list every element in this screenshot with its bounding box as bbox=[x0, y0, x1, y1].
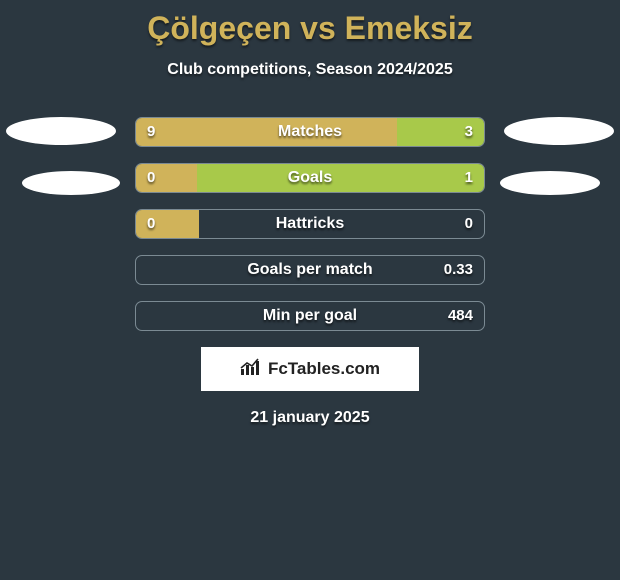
chart-area: 9 Matches 3 0 Goals 1 0 Hattricks 0 Goal… bbox=[0, 117, 620, 331]
stat-row-gpm: Goals per match 0.33 bbox=[135, 255, 485, 285]
brand-badge: FcTables.com bbox=[201, 347, 419, 391]
stat-right-value: 3 bbox=[465, 117, 473, 147]
stat-label: Min per goal bbox=[135, 301, 485, 331]
stat-right-value: 0.33 bbox=[444, 255, 473, 285]
player-right-photo-1 bbox=[504, 117, 614, 145]
stat-label: Goals per match bbox=[135, 255, 485, 285]
brand-chart-icon bbox=[240, 358, 268, 381]
player-left-photo-1 bbox=[6, 117, 116, 145]
player-left-photo-2 bbox=[22, 171, 120, 195]
stat-label: Matches bbox=[135, 117, 485, 147]
page-subtitle: Club competitions, Season 2024/2025 bbox=[0, 61, 620, 79]
page-date: 21 january 2025 bbox=[0, 409, 620, 427]
stat-right-value: 1 bbox=[465, 163, 473, 193]
stat-row-hattricks: 0 Hattricks 0 bbox=[135, 209, 485, 239]
stat-row-mpg: Min per goal 484 bbox=[135, 301, 485, 331]
page-title: Çölgeçen vs Emeksiz bbox=[0, 0, 620, 47]
stat-right-value: 484 bbox=[448, 301, 473, 331]
brand-text: FcTables.com bbox=[268, 359, 380, 379]
player-right-photo-2 bbox=[500, 171, 600, 195]
stat-label: Goals bbox=[135, 163, 485, 193]
stat-row-goals: 0 Goals 1 bbox=[135, 163, 485, 193]
stat-row-matches: 9 Matches 3 bbox=[135, 117, 485, 147]
stat-right-value: 0 bbox=[465, 209, 473, 239]
stat-label: Hattricks bbox=[135, 209, 485, 239]
